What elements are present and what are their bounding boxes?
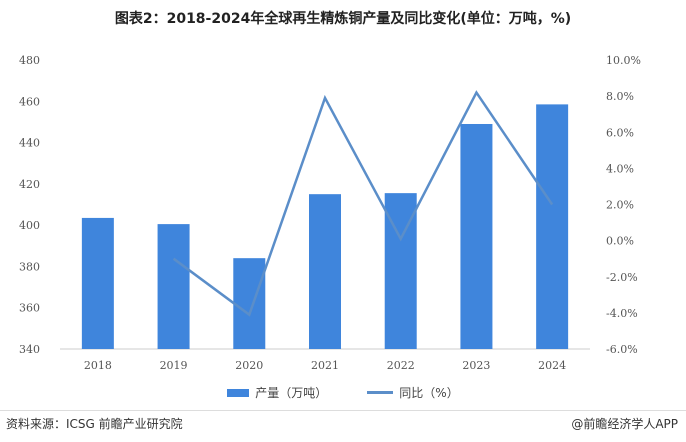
yoy-line (172, 90, 554, 317)
x-tick-label: 2020 (235, 359, 263, 372)
bar-2019 (157, 224, 190, 349)
y-right-tick-label: -4.0% (606, 307, 638, 320)
footer: 资料来源：ICSG 前瞻产业研究院 @前瞻经济学人APP (0, 410, 686, 431)
y-left-tick-label: 400 (19, 219, 40, 232)
x-tick-label: 2024 (538, 359, 566, 372)
y-right-tick-label: 2.0% (606, 199, 634, 212)
x-tick-label: 2023 (462, 359, 490, 372)
legend-bar-label: 产量（万吨） (255, 386, 328, 400)
y-right-tick-label: -6.0% (606, 343, 638, 356)
x-tick-label: 2021 (311, 359, 339, 372)
y-left-tick-label: 360 (19, 302, 40, 315)
legend-line-label: 同比（%） (399, 386, 459, 400)
legend: 产量（万吨） 同比（%） (0, 384, 686, 401)
chart-title: 图表2：2018-2024年全球再生精炼铜产量及同比变化(单位：万吨，%) (114, 11, 572, 27)
y-right-tick-label: 10.0% (606, 54, 641, 67)
bar-2021 (309, 194, 341, 349)
bar-2018 (81, 217, 114, 349)
legend-item-line: 同比（%） (367, 384, 459, 401)
y-left-tick-label: 460 (19, 95, 40, 108)
x-tick-label: 2022 (387, 359, 415, 372)
brand-credit: @前瞻经济学人APP (571, 417, 678, 431)
y-right-tick-label: -2.0% (606, 271, 638, 284)
y-right-tick-label: 0.0% (606, 235, 634, 248)
source-note: 资料来源：ICSG 前瞻产业研究院 (6, 417, 183, 431)
legend-bar-swatch (227, 388, 250, 397)
y-left-tick-label: 420 (19, 178, 40, 191)
bar-2020 (233, 258, 266, 349)
y-right-tick-label: 8.0% (606, 90, 634, 103)
y-left-tick-label: 480 (19, 54, 40, 67)
legend-item-bar: 产量（万吨） (227, 384, 327, 401)
y-left-tick-label: 440 (19, 137, 40, 150)
bar-2023 (460, 123, 493, 349)
y-right-tick-label: 6.0% (606, 126, 634, 139)
x-tick-label: 2019 (160, 359, 188, 372)
y-left-tick-label: 380 (19, 260, 40, 273)
bar-2024 (536, 104, 569, 349)
legend-line-swatch (367, 391, 394, 394)
y-right-tick-label: 4.0% (606, 162, 634, 175)
y-left-tick-label: 340 (19, 343, 40, 356)
x-tick-label: 2018 (84, 359, 112, 372)
